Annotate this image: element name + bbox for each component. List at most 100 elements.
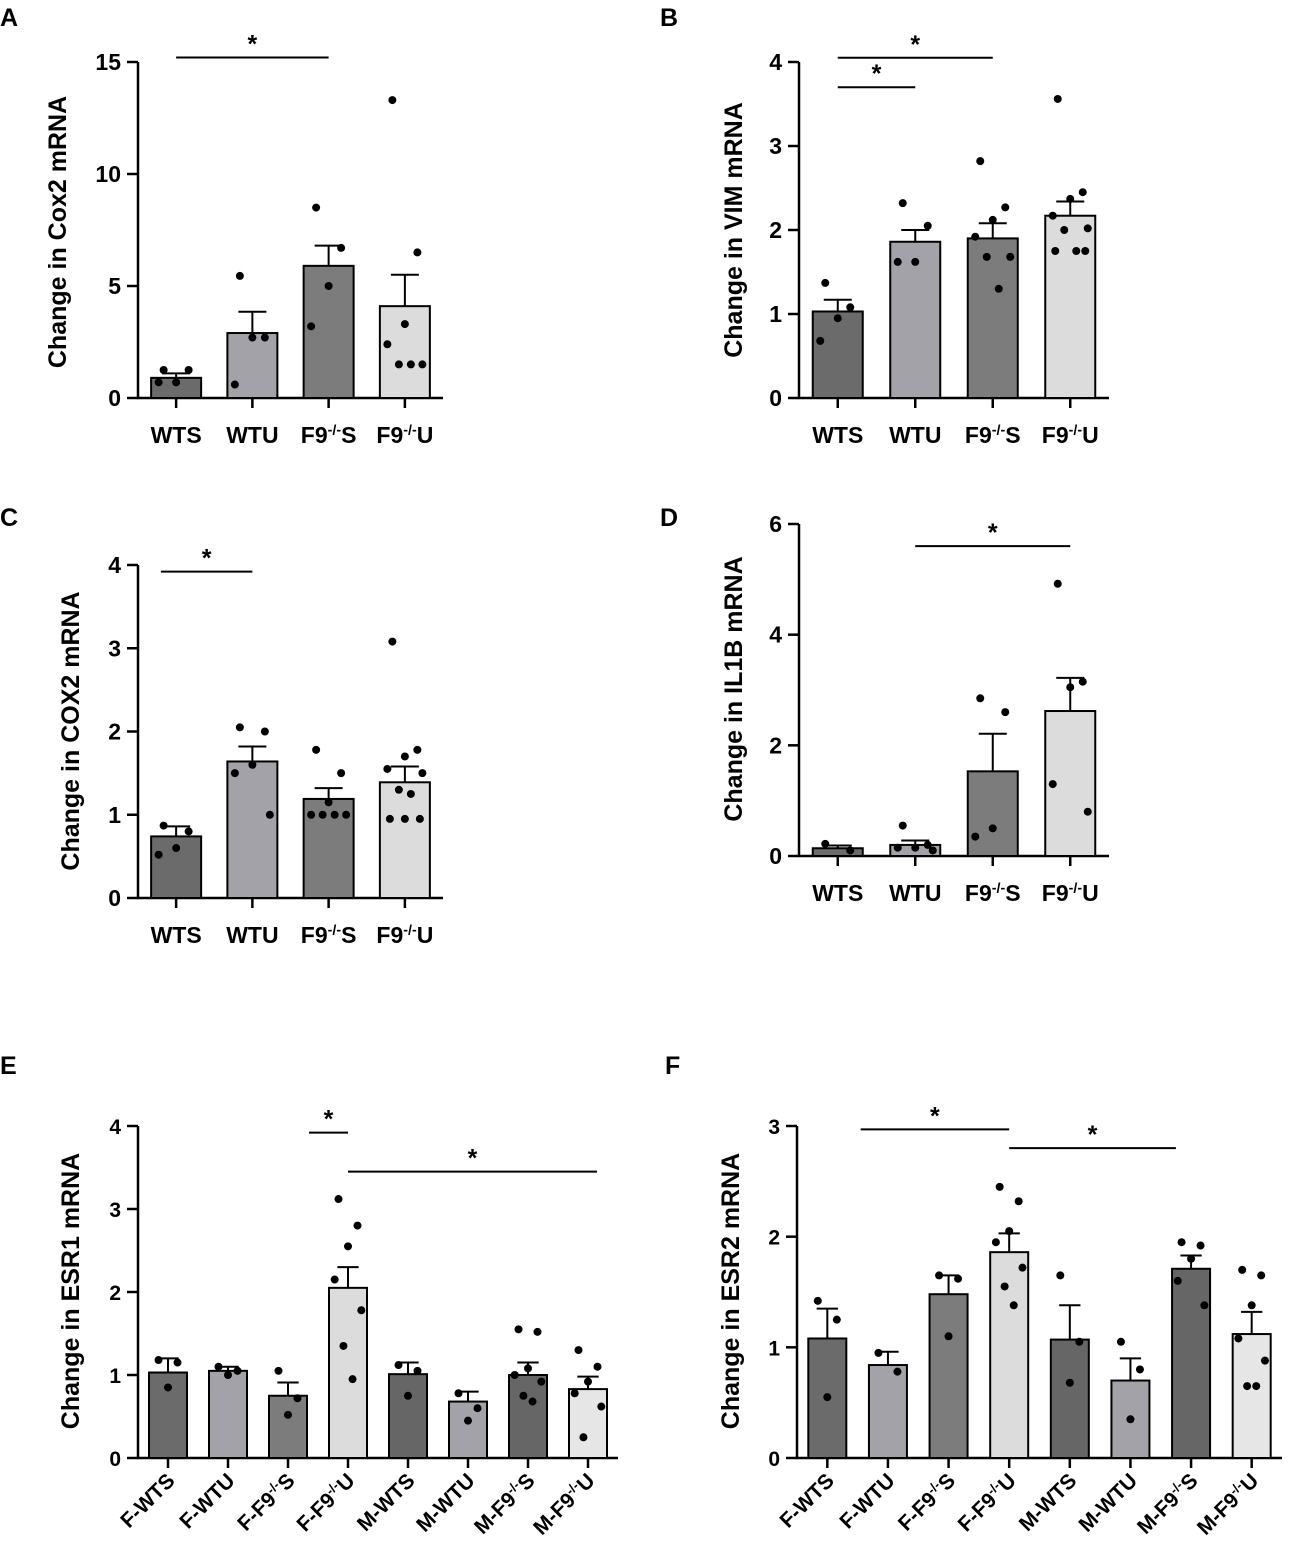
data-point [832, 1315, 841, 1324]
bar [928, 1293, 969, 1460]
panel-e: E Change in ESR1 mRNA 01234F-WTSF-WTUF-F… [0, 1052, 618, 1540]
x-tick-label: F-WTU [175, 1469, 239, 1533]
data-point [1200, 1301, 1209, 1310]
x-tick-label: F9-/-U [376, 422, 433, 448]
data-point [184, 366, 193, 374]
significance-star: * [872, 60, 882, 88]
x-tick-label: M-WTS [1015, 1469, 1082, 1536]
y-tick-label: 0 [769, 385, 782, 411]
data-point [574, 1346, 583, 1355]
x-tick-label: F9-/-U [1042, 880, 1099, 906]
data-point [519, 1391, 528, 1400]
panel-letter: C [0, 504, 18, 532]
significance-star: * [468, 1145, 478, 1173]
bar [1171, 1267, 1212, 1460]
data-point [394, 785, 403, 794]
x-tick-label: WTU [226, 422, 278, 448]
data-point [248, 760, 257, 769]
data-point [318, 810, 327, 819]
data-point [1116, 1337, 1125, 1346]
data-point [337, 769, 346, 778]
data-point [1065, 1378, 1074, 1387]
y-tick-label: 4 [769, 622, 782, 648]
x-tick-label: F-F9-/-U [952, 1468, 1020, 1536]
data-point [400, 752, 409, 761]
data-point [1187, 1254, 1196, 1263]
bar [966, 770, 1019, 858]
data-point [1001, 203, 1010, 212]
bar [1231, 1333, 1272, 1460]
bar [1044, 214, 1097, 399]
data-point [339, 1341, 348, 1350]
data-point [971, 832, 980, 841]
y-tick-label: 6 [769, 511, 782, 537]
data-point [1048, 211, 1057, 220]
data-point [893, 843, 902, 852]
data-point [988, 824, 997, 833]
data-point [383, 764, 392, 773]
data-point [911, 843, 920, 852]
data-point [1075, 1337, 1084, 1346]
bar [268, 1394, 308, 1459]
data-point [994, 284, 1003, 293]
data-point [337, 243, 346, 252]
data-point [172, 844, 181, 853]
data-point [307, 322, 316, 331]
data-point [833, 314, 842, 323]
x-tick-label: F9-/-S [301, 422, 357, 448]
significance-star: * [202, 545, 212, 573]
data-point [1135, 1365, 1144, 1374]
data-point [821, 839, 830, 848]
panel-letter: E [0, 1052, 17, 1080]
x-tick-label: WTU [889, 880, 941, 906]
y-tick-label: 5 [108, 273, 121, 299]
data-point [1247, 1301, 1256, 1310]
data-point [342, 810, 351, 819]
data-point [388, 637, 397, 646]
y-axis-label: Change in Cox2 mRNA [44, 96, 72, 368]
data-point [991, 1238, 1000, 1247]
x-tick-label: F9-/-S [965, 880, 1021, 906]
y-tick-label: 1 [769, 301, 782, 327]
data-point [944, 1332, 953, 1341]
data-point [400, 814, 409, 823]
data-point [846, 846, 855, 855]
data-point [988, 215, 997, 224]
x-tick-label: F-F9-/-U [291, 1468, 359, 1536]
data-point [1000, 1282, 1009, 1291]
bar [378, 781, 431, 899]
data-point [1243, 1382, 1252, 1391]
data-point [235, 723, 244, 732]
y-tick-label: 2 [768, 1227, 780, 1250]
significance-star: * [930, 1102, 940, 1130]
y-axis-label: Change in COX2 mRNA [57, 591, 85, 870]
significance-star: * [910, 31, 920, 59]
x-tick-label: M-F9-/-U [528, 1468, 600, 1540]
data-point [406, 789, 415, 798]
y-tick-label: 2 [108, 719, 121, 745]
panel-b: B Change in VIM mRNA 0 1 2 3 4 WTS WTU F9-/-S F9… [660, 4, 1109, 448]
data-point [1081, 247, 1090, 255]
x-tick-label: WTS [812, 422, 863, 448]
x-tick-label: M-F9-/-S [1132, 1468, 1203, 1539]
bar [811, 310, 864, 400]
x-tick-label: F-WTU [835, 1469, 899, 1533]
data-point [995, 1182, 1004, 1191]
data-point [1083, 224, 1092, 233]
data-point [353, 1221, 362, 1230]
data-point [1257, 1271, 1266, 1280]
data-point [1060, 226, 1069, 234]
data-point [159, 366, 168, 374]
x-tick-label: WTU [226, 922, 278, 948]
x-tick-label: F9-/-S [965, 422, 1021, 448]
data-point [528, 1397, 537, 1406]
plot-area: 0 2 4 6 WTS WTU F9-/-S F9-/-U * [769, 511, 1109, 906]
bar [966, 237, 1019, 399]
data-point [846, 303, 855, 312]
data-point [510, 1371, 519, 1379]
data-point [893, 257, 902, 266]
x-tick-label: F9-/-U [1042, 422, 1099, 448]
x-tick-label: WTS [151, 922, 202, 948]
data-point [357, 1306, 366, 1315]
x-tick-label: F-F9-/-S [892, 1468, 960, 1536]
